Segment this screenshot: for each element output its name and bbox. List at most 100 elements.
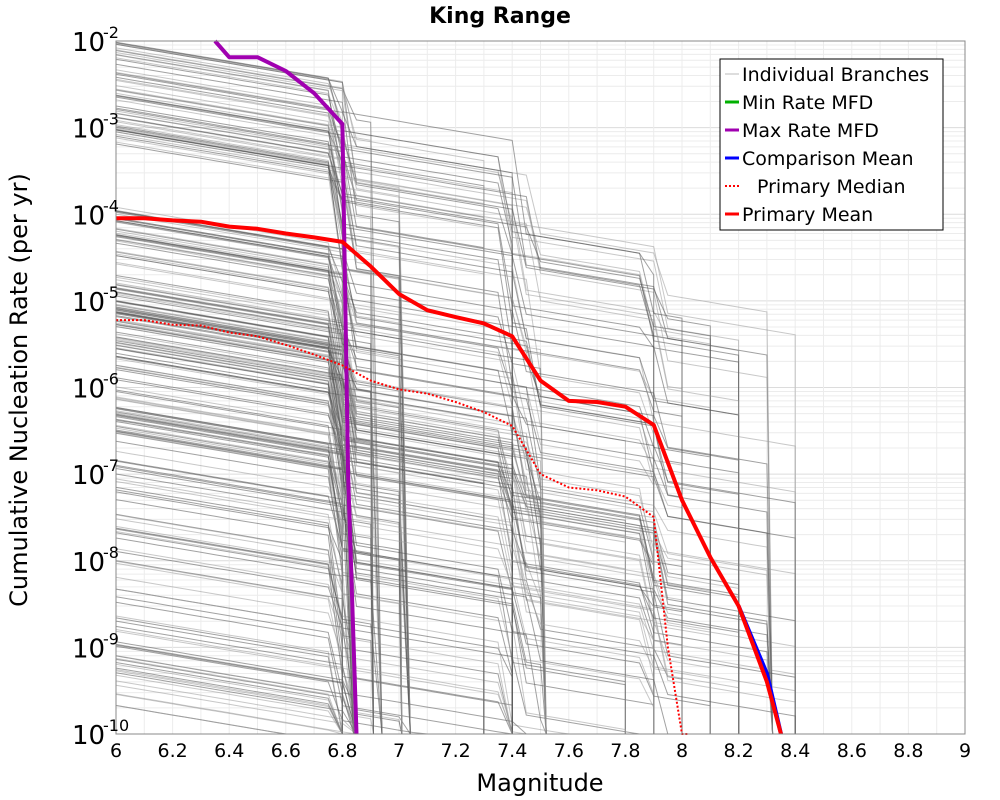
branch-line [115, 105, 711, 734]
branch-line [115, 43, 711, 734]
branch-line [115, 347, 711, 734]
y-tick-exponent: -7 [103, 456, 119, 475]
series-line-4 [116, 319, 688, 735]
branch-line [115, 69, 796, 734]
x-tick-label: 9 [959, 740, 971, 762]
y-tick-exponent: -4 [103, 196, 119, 215]
branch-line [115, 478, 626, 734]
branch-line [115, 282, 343, 734]
legend-label: Max Rate MFD [742, 120, 879, 142]
branch-line [115, 531, 343, 734]
branch-line [115, 379, 655, 734]
legend-label: Comparison Mean [742, 148, 914, 170]
branch-line [115, 419, 403, 735]
y-tick-base: 10 [72, 288, 105, 318]
branch-line [115, 210, 774, 735]
branch-line [115, 537, 343, 734]
branch-line [115, 42, 343, 734]
branch-line [115, 352, 513, 734]
branch-line [115, 518, 403, 735]
y-tick-label: 10-8 [72, 543, 119, 578]
branch-line [115, 407, 403, 735]
branch-line [115, 562, 513, 734]
branch-line [115, 79, 411, 735]
y-tick-label: 10-10 [72, 716, 129, 751]
y-tick-base: 10 [72, 375, 105, 405]
branch-line [115, 99, 711, 734]
branch-line [115, 430, 626, 734]
branch-line [115, 450, 796, 734]
branch-line [115, 230, 683, 734]
branch-line [115, 72, 683, 734]
x-tick-label: 8.4 [780, 740, 810, 762]
branch-line [115, 424, 403, 735]
branch-line [115, 227, 355, 735]
branch-line [115, 525, 355, 735]
y-tick-exponent: -5 [103, 283, 119, 302]
x-tick-label: 6.4 [214, 740, 244, 762]
branch-line [115, 47, 355, 735]
y-tick-label: 10-6 [72, 370, 119, 405]
branch-line [115, 137, 547, 735]
branch-line [115, 71, 683, 734]
branch-line [115, 284, 383, 735]
branch-line [115, 588, 547, 735]
branch-line [115, 255, 774, 735]
y-tick-base: 10 [72, 28, 105, 58]
branch-line [115, 459, 374, 735]
branch-line [115, 369, 774, 735]
branch-line [115, 242, 374, 735]
branch-line [115, 425, 374, 735]
y-tick-exponent: -8 [103, 543, 119, 562]
plot-area-frame [115, 40, 966, 735]
branch-line [115, 336, 774, 735]
branch-line [115, 283, 513, 734]
x-tick-label: 7.2 [440, 740, 470, 762]
legend-label: Primary Mean [742, 204, 873, 226]
branch-line [115, 630, 374, 735]
branch-line [115, 527, 513, 734]
branch-line [115, 693, 374, 735]
branch-line [115, 135, 355, 735]
branch-line [115, 213, 655, 734]
branch-line [115, 460, 547, 735]
y-tick-label: 10-3 [72, 110, 119, 145]
branch-line [115, 431, 343, 734]
branch-line [115, 116, 740, 734]
x-tick-label: 7.6 [554, 740, 584, 762]
branch-line [115, 275, 485, 734]
y-tick-base: 10 [72, 201, 105, 231]
branch-line [115, 221, 711, 734]
branch-line [115, 143, 711, 734]
branch-line [115, 323, 740, 734]
branch-line [115, 308, 343, 734]
branch-line [115, 432, 655, 734]
branch-line [115, 49, 485, 734]
branch-line [115, 232, 403, 735]
legend-box [719, 58, 944, 231]
branch-line [115, 112, 655, 734]
branch-line [115, 312, 711, 734]
branch-line [115, 119, 403, 735]
branch-line [115, 316, 485, 734]
legend-label: Primary Median [757, 176, 906, 198]
branch-line [115, 532, 383, 735]
branch-line [115, 468, 513, 734]
y-tick-base: 10 [72, 548, 105, 578]
branch-line [115, 412, 740, 734]
branch-line [115, 348, 355, 735]
branch-line [115, 489, 343, 734]
branch-line [115, 481, 343, 734]
x-tick-label: 6.6 [271, 740, 301, 762]
x-tick-label: 8.8 [893, 740, 923, 762]
series-line-5 [116, 216, 783, 735]
x-tick-label: 6.2 [157, 740, 187, 762]
y-tick-label: 10-9 [72, 629, 119, 664]
branch-line [115, 340, 796, 734]
branch-line [115, 344, 411, 735]
x-tick-label: 8.2 [723, 740, 753, 762]
branch-line [115, 217, 796, 734]
branch-line [115, 319, 740, 734]
y-tick-exponent: -9 [103, 629, 119, 648]
y-tick-label: 10-2 [72, 23, 119, 58]
